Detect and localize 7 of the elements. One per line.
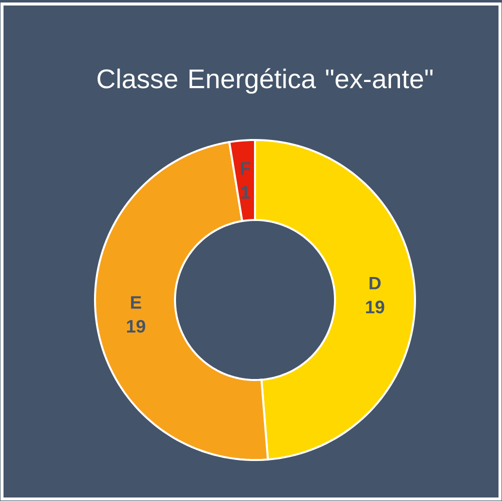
slice-label: E bbox=[131, 296, 142, 309]
data-label: 19 bbox=[366, 300, 384, 314]
slice-label: F bbox=[241, 162, 250, 175]
chart-title: Classe Energética "ex-ante" bbox=[98, 68, 433, 94]
slice-label: D bbox=[370, 276, 381, 290]
data-label: 19 bbox=[127, 320, 146, 333]
data-label: 1 bbox=[241, 186, 250, 199]
